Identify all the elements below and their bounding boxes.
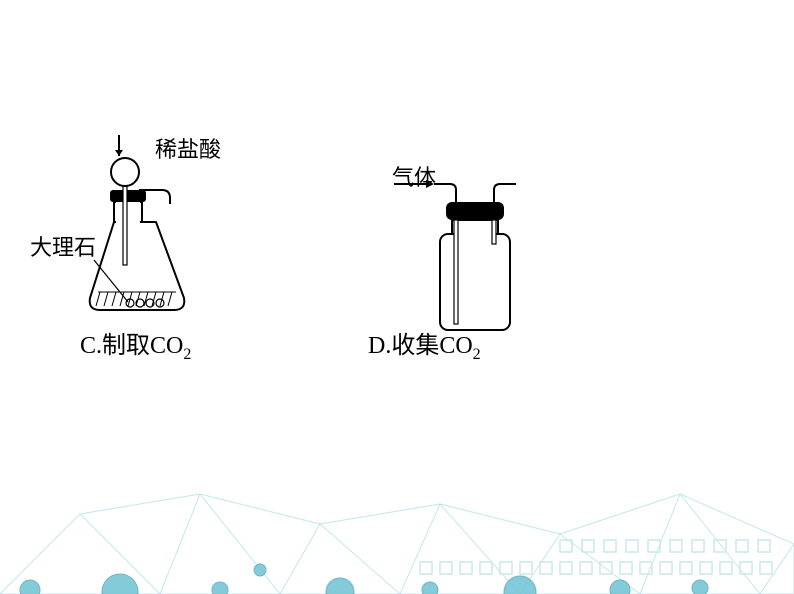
label-gas: 气体 xyxy=(392,160,436,192)
caption-c: C.制取CO2 xyxy=(80,325,191,364)
label-marble: 大理石 xyxy=(30,230,96,262)
caption-d: D.收集CO2 xyxy=(368,325,481,364)
caption-d-sub: 2 xyxy=(473,346,481,363)
background-pattern xyxy=(0,474,794,594)
caption-d-text: D.收集CO xyxy=(368,333,473,359)
caption-c-sub: 2 xyxy=(183,346,191,363)
diagram-area: 稀盐酸 大理石 C.制取CO2 气体 D.收集CO2 xyxy=(50,130,610,360)
caption-c-text: C.制取CO xyxy=(80,333,183,359)
label-dilute-hcl: 稀盐酸 xyxy=(155,132,221,164)
